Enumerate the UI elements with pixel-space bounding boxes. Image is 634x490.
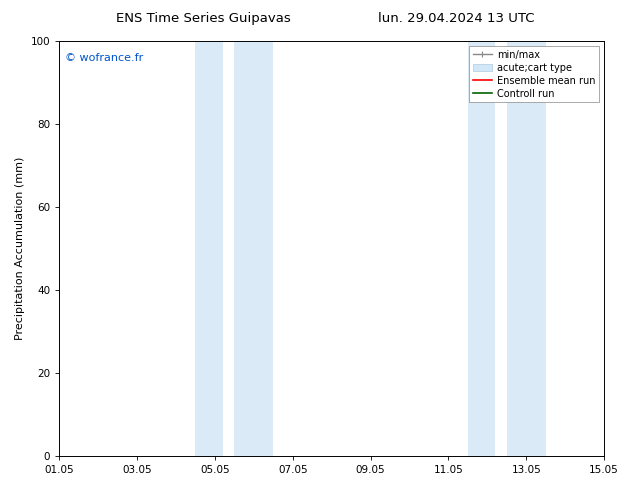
Y-axis label: Precipitation Accumulation (mm): Precipitation Accumulation (mm) — [15, 157, 25, 340]
Bar — [468, 41, 495, 456]
Text: © wofrance.fr: © wofrance.fr — [65, 53, 143, 64]
Text: lun. 29.04.2024 13 UTC: lun. 29.04.2024 13 UTC — [378, 12, 534, 25]
Bar — [195, 41, 223, 456]
Text: ENS Time Series Guipavas: ENS Time Series Guipavas — [115, 12, 290, 25]
Bar — [507, 41, 546, 456]
Bar — [235, 41, 273, 456]
Legend: min/max, acute;cart type, Ensemble mean run, Controll run: min/max, acute;cart type, Ensemble mean … — [469, 46, 599, 102]
